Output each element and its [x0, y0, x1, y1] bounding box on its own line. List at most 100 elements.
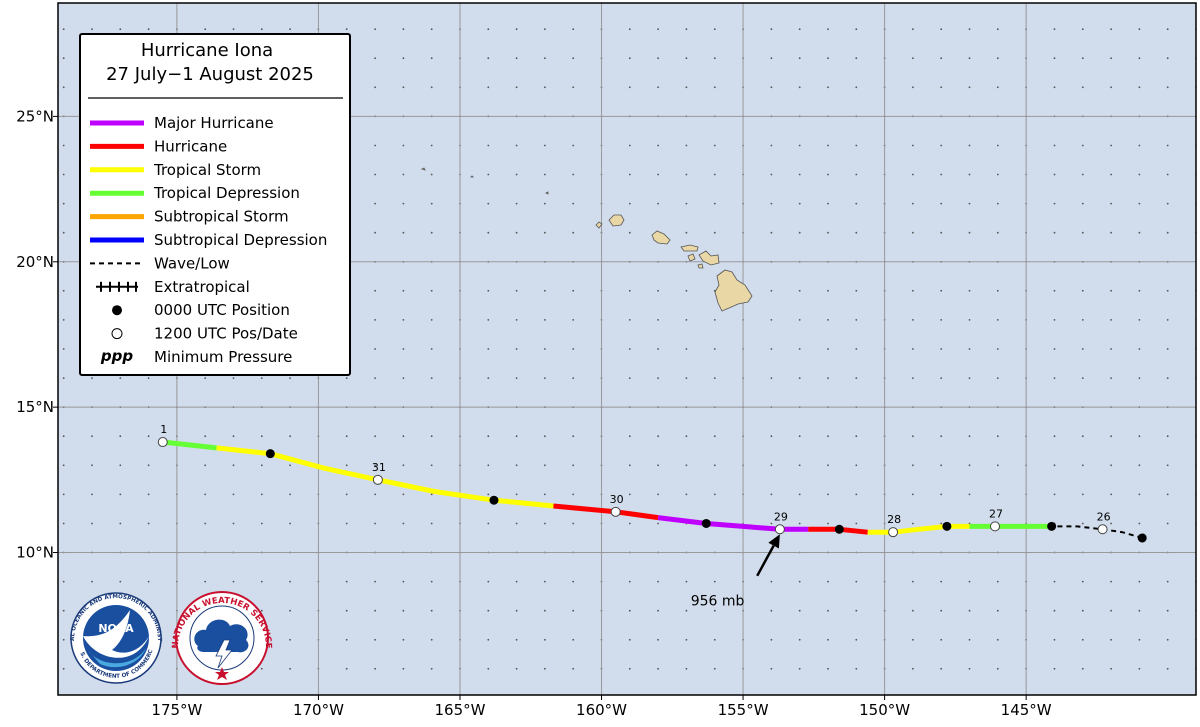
- grid-dot: [1110, 464, 1112, 467]
- grid-dot: [827, 173, 829, 176]
- grid-dot: [1110, 348, 1112, 350]
- grid-dot: [147, 435, 150, 438]
- lon-tick-label: 170°W: [293, 701, 344, 719]
- grid-dot: [770, 319, 773, 321]
- grid-dot: [232, 377, 235, 379]
- grid-dot: [289, 28, 291, 31]
- island-oahu: [651, 230, 671, 245]
- grid-dot: [374, 493, 376, 496]
- legend-label: Tropical Depression: [153, 184, 300, 202]
- grid-dot: [1081, 435, 1084, 438]
- grid-dot: [1110, 173, 1112, 176]
- grid-dot: [968, 57, 971, 60]
- grid-dot: [1110, 289, 1112, 292]
- grid-dot: [912, 57, 914, 60]
- nws-cloud-icon: [194, 619, 249, 653]
- grid-dot: [996, 57, 999, 60]
- grid-dot: [515, 144, 518, 147]
- storm-dates: 27 July−1 August 2025: [106, 64, 314, 85]
- grid-dot: [260, 464, 263, 467]
- grid-dot: [996, 493, 999, 496]
- legend-item-extratropical: Extratropical: [96, 278, 250, 296]
- grid-dot: [1053, 231, 1056, 234]
- grid-dot: [657, 28, 659, 31]
- grid-dot: [912, 493, 914, 496]
- grid-dot: [827, 231, 829, 234]
- grid-dot: [147, 522, 150, 525]
- pressure-arrowhead: [768, 534, 780, 549]
- grid-dot: [1138, 493, 1141, 496]
- grid-dot: [657, 289, 659, 292]
- grid-dot: [827, 202, 829, 205]
- track-date-labels: 26 27 28 29 30 31 1: [160, 423, 1110, 526]
- grid-dot: [968, 580, 971, 583]
- grid-dot: [515, 289, 518, 292]
- grid-dot: [1166, 464, 1169, 467]
- position-0000-utc: [265, 449, 275, 459]
- grid-dot: [430, 144, 433, 147]
- grid-dot: [487, 638, 490, 641]
- grid-dot: [204, 522, 207, 525]
- grid-dot: [713, 231, 716, 234]
- grid-dot: [968, 173, 971, 176]
- grid-dot: [544, 522, 546, 525]
- grid-dot: [62, 638, 65, 641]
- grid-dot: [996, 435, 999, 438]
- grid-dot: [770, 580, 773, 583]
- grid-dot: [1138, 28, 1141, 31]
- grid-dot: [147, 28, 150, 31]
- grid-dot: [487, 493, 490, 496]
- grid-dot: [855, 57, 858, 60]
- grid-dot: [713, 28, 716, 31]
- grid-dot: [1110, 231, 1112, 234]
- grid-dot: [572, 202, 575, 205]
- grid-dot: [487, 522, 490, 525]
- grid-dot: [628, 173, 631, 176]
- grid-dot: [996, 231, 999, 234]
- grid-dot: [374, 464, 376, 467]
- grid-dot: [1081, 522, 1084, 525]
- grid-dot: [62, 377, 65, 379]
- grid-dot: [1138, 86, 1141, 89]
- date-label: 1: [160, 423, 167, 436]
- map-frame: [57, 2, 1197, 696]
- grid-dot: [1053, 638, 1056, 641]
- grid-dot: [515, 57, 518, 60]
- grid-dot: [912, 231, 914, 234]
- grid-dot: [402, 202, 405, 205]
- grid-dot: [827, 86, 829, 89]
- grid-dot: [827, 28, 829, 31]
- grid-dot: [1138, 173, 1141, 176]
- legend-items: Major Hurricane Hurricane Tropical Storm Tr…: [90, 114, 327, 366]
- grid-dot: [544, 493, 546, 496]
- grid-dot: [685, 144, 688, 147]
- grid-dot: [204, 377, 207, 379]
- grid-dot: [657, 377, 659, 379]
- grid-dot: [430, 28, 433, 31]
- grid-dot: [657, 144, 659, 147]
- grid-dot: [855, 667, 858, 670]
- grid-dot: [996, 144, 999, 147]
- grid-dot: [968, 609, 971, 612]
- grid-dot: [487, 667, 490, 670]
- grid-dot: [402, 377, 405, 379]
- grid-dot: [855, 377, 858, 379]
- grid-dot: [798, 609, 801, 612]
- grid-dot: [91, 28, 93, 31]
- grid-dot: [770, 86, 773, 89]
- grid-dot: [1081, 231, 1084, 234]
- grid-dot: [119, 464, 122, 467]
- grid-dot: [289, 522, 291, 525]
- grid-dot: [91, 435, 93, 438]
- lon-tick-label: 155°W: [718, 701, 769, 719]
- minimum-pressure-annotation: 956 mb: [691, 534, 780, 610]
- grid-dot: [685, 28, 688, 31]
- grid-dot: [91, 464, 93, 467]
- grid-dot: [544, 435, 546, 438]
- grid-dot: [1110, 493, 1112, 496]
- grid-dot: [968, 435, 971, 438]
- legend: Hurricane Iona 27 July−1 August 2025 Maj…: [79, 33, 351, 376]
- grid-dot: [572, 348, 575, 350]
- island-molokai: [680, 244, 699, 252]
- track-positions: [157, 437, 1147, 543]
